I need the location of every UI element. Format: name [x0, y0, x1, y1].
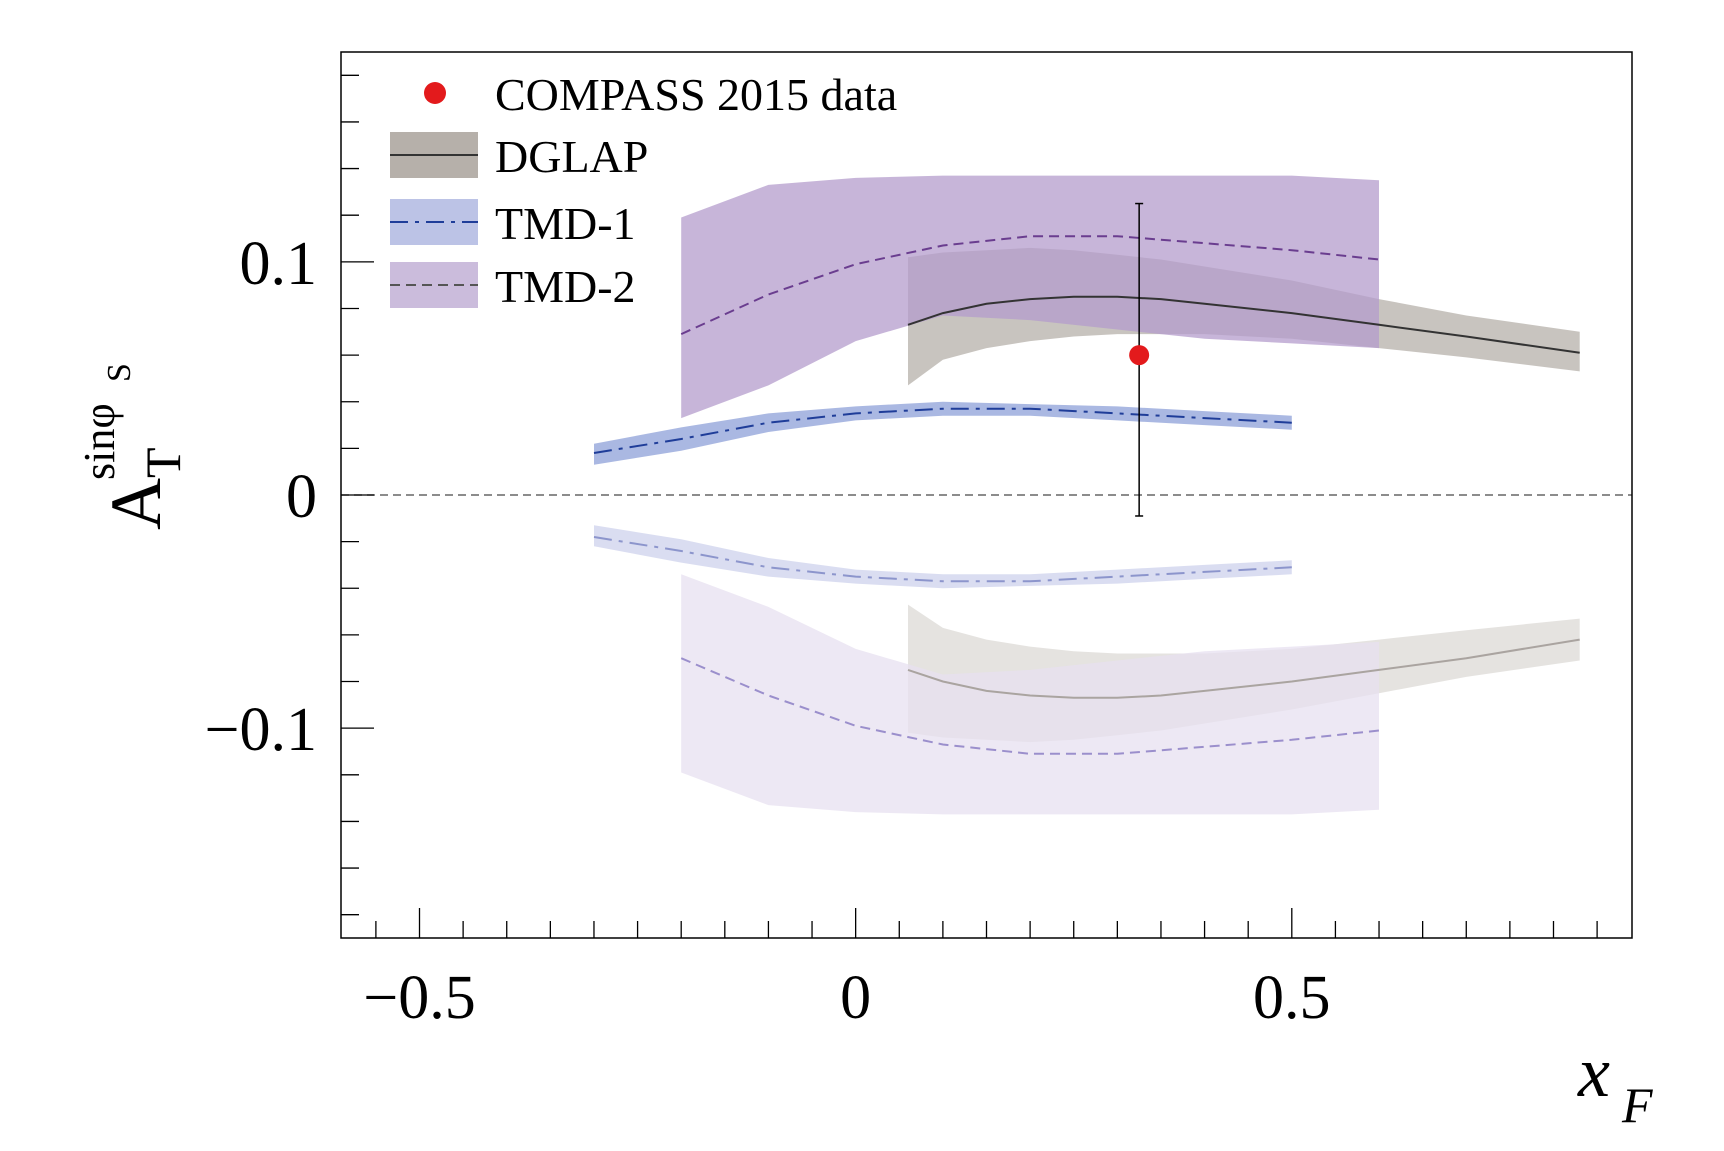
y-tick-label: −0.1	[205, 696, 317, 764]
tmd-1-mirror-band	[594, 525, 1292, 589]
legend-label: TMD-1	[495, 198, 636, 249]
y-tick-label: 0	[286, 463, 317, 531]
tmd-1-band	[594, 401, 1292, 465]
x-tick-label: 0	[840, 964, 871, 1032]
legend-band-swatch	[390, 262, 478, 308]
tmd-1-mirror-line	[593, 536, 1292, 583]
y-axis-title: A	[96, 478, 176, 530]
tmd-2-mirror-band	[681, 574, 1379, 815]
tmd-1-line	[593, 407, 1292, 454]
tmd-2-band	[681, 175, 1379, 419]
x-tick-label: −0.5	[363, 964, 475, 1032]
legend-item-tmd-2: TMD-2	[390, 261, 636, 312]
data-point-layer	[1129, 202, 1150, 517]
legend-item-compass-2015-data: COMPASS 2015 data	[424, 69, 897, 120]
y-axis-title-superscript-subscript: S	[101, 363, 138, 382]
lines-layer	[593, 235, 1580, 755]
bands-layer	[594, 175, 1580, 815]
y-axis-title-subscript: T	[135, 447, 191, 478]
y-tick-label: 0.1	[240, 230, 318, 298]
data-point-marker	[1129, 345, 1150, 366]
y-axis-title-superscript: sinφ	[75, 403, 124, 480]
legend-item-dglap: DGLAP	[390, 131, 648, 182]
legend-label: TMD-2	[495, 261, 636, 312]
axes-layer: −0.5 0 0.5 −0.1 0 0.1	[205, 51, 1633, 1032]
x-axis-title: x	[1577, 1032, 1610, 1112]
tmd-2-line	[680, 235, 1380, 336]
dglap-mirror-line	[907, 638, 1580, 699]
x-tick-label: 0.5	[1253, 964, 1331, 1032]
legend: COMPASS 2015 data DGLAP TMD-1 TMD-2	[390, 69, 897, 312]
legend-item-tmd-1: TMD-1	[390, 198, 636, 249]
legend-label: COMPASS 2015 data	[495, 69, 897, 120]
tmd-2-mirror-line	[680, 657, 1380, 755]
legend-marker-point	[424, 82, 446, 104]
legend-label: DGLAP	[495, 131, 648, 182]
x-axis-title-subscript: F	[1621, 1077, 1653, 1133]
